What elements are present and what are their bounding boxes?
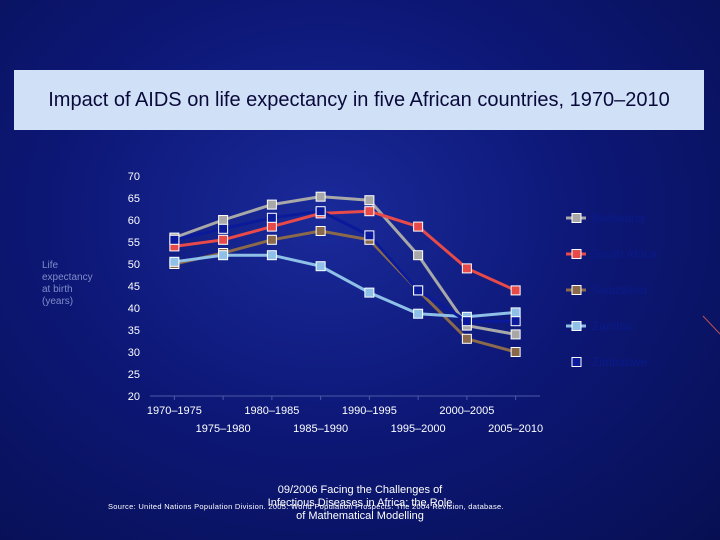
data-point-botswana [266,199,277,210]
x-tick-label: 1990–1995 [342,405,397,417]
y-tick-label: 50 [128,259,140,271]
x-tick-label: 1985–1990 [293,423,348,435]
legend-marker [571,285,582,295]
y-tick-label: 60 [128,215,140,227]
data-point-south-africa [413,221,424,232]
data-point-botswana [315,191,326,202]
y-tick-label: 65 [128,193,140,205]
legend-label: Swaziland [592,283,647,297]
y-tick-label: 45 [128,281,140,293]
x-tick-label: 1975–1980 [196,423,251,435]
data-point-botswana [218,215,229,225]
legend-label: Zimbabwe [592,355,648,369]
y-tick-label: 70 [128,171,140,183]
data-point-zambia [413,308,424,319]
data-point-swaziland [461,333,472,344]
x-tick-label: 2005–2010 [488,423,543,435]
x-tick-label: 1980–1985 [244,405,299,417]
data-point-zambia [169,256,180,267]
legend-label: Botswana [592,211,645,225]
chart-title: Impact of AIDS on life expectancy in fiv… [14,70,704,130]
x-tick-label: 2000–2005 [439,405,494,417]
footer-line-2: Infectious Diseases in Africa: the Role [267,497,453,509]
decorative-slash [702,315,720,335]
data-point-zambia [266,250,277,261]
data-point-botswana [364,195,375,206]
data-point-south-africa [364,206,375,217]
x-tick-label: 1995–2000 [391,423,446,435]
y-tick-label: 35 [128,325,140,337]
data-point-zambia [218,250,229,261]
series-line-swaziland [174,229,517,354]
data-point-south-africa [218,234,229,245]
data-point-zambia [364,287,375,298]
y-axis-label: Life expectancy at birth (years) [42,260,93,307]
legend-label: South Africa [592,247,657,261]
data-point-swaziland [266,234,277,245]
y-tick-label: 20 [128,391,140,403]
y-tick-label: 55 [128,237,140,249]
data-point-zimbabwe [169,234,180,245]
series-line-botswana [173,195,516,336]
legend-marker [571,321,582,331]
data-point-zimbabwe [266,212,277,223]
data-point-botswana [510,329,521,340]
footer-line-1: 09/2006 Facing the Challenges of [277,484,443,496]
y-tick-label: 30 [128,347,140,359]
data-point-zimbabwe [413,285,424,296]
data-point-swaziland [510,347,521,357]
source-note: Source: United Nations Population Divisi… [108,502,504,511]
legend-label: Zambia [592,319,632,333]
data-point-south-africa [266,221,277,232]
data-point-zambia [510,307,521,318]
legend-marker [571,357,582,367]
data-point-botswana [413,250,424,261]
legend-marker [571,249,582,259]
data-point-zimbabwe [218,223,229,234]
legend-marker [571,213,582,223]
data-point-zimbabwe [315,206,326,217]
x-tick-label: 1970–1975 [147,405,202,417]
series-line-zimbabwe [174,209,516,323]
data-point-swaziland [315,226,326,236]
footer-line-3: of Mathematical Modelling [296,510,424,522]
data-point-zambia [315,261,326,272]
series-line-south-africa [174,209,517,292]
data-point-zimbabwe [364,230,375,241]
data-point-south-africa [461,263,472,274]
footer-caption: 09/2006 Facing the Challenges of Infecti… [0,484,720,523]
y-tick-label: 25 [128,369,140,381]
y-tick-label: 40 [128,303,140,315]
data-point-south-africa [510,285,521,296]
data-point-zimbabwe [510,316,521,327]
data-point-zimbabwe [461,316,472,327]
